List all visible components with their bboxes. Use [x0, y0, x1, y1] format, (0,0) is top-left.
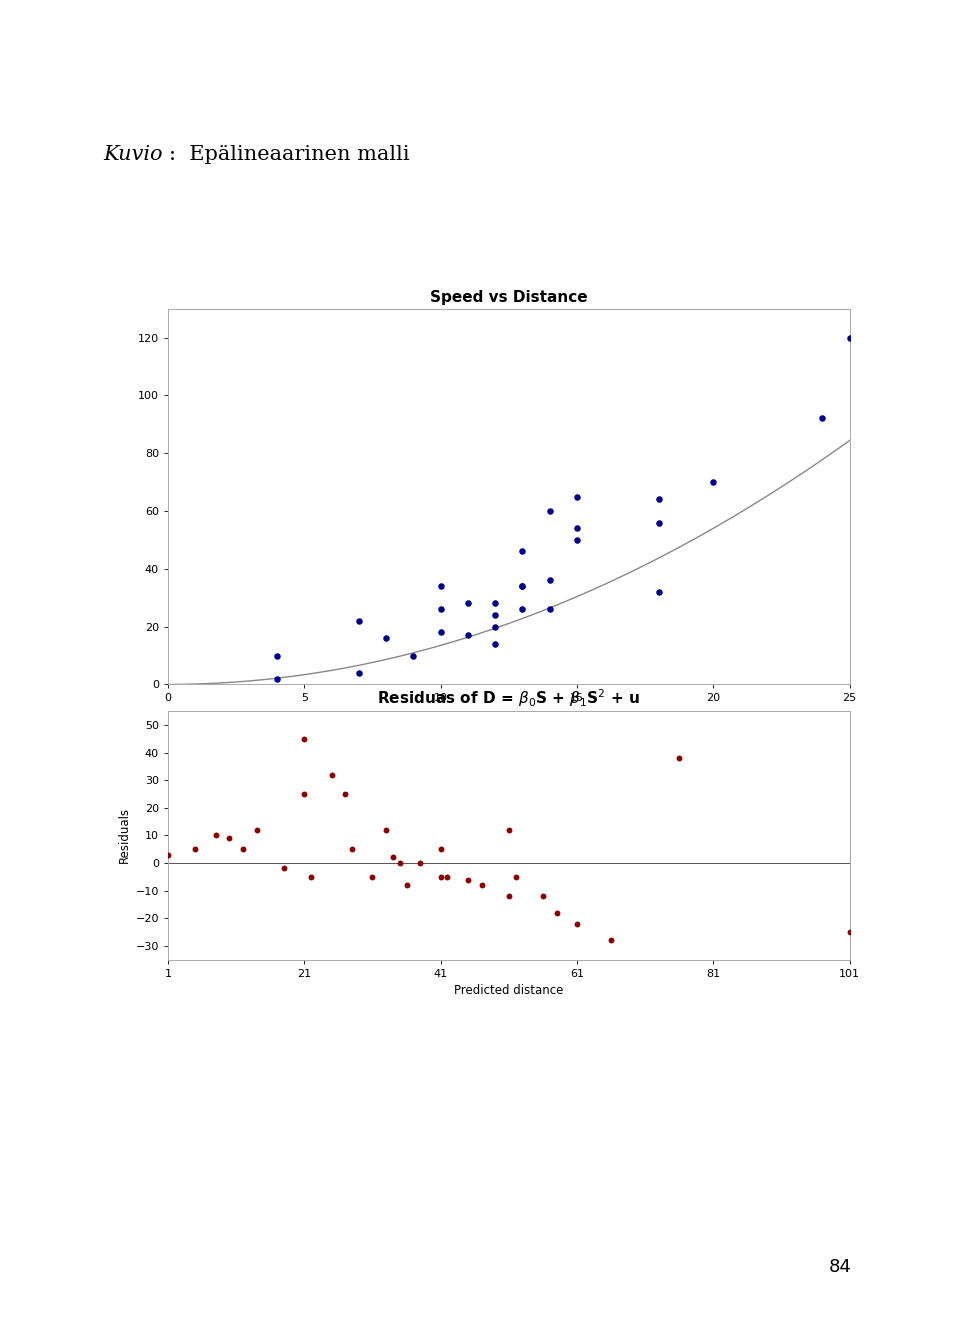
Point	[433, 621, 448, 643]
Point	[324, 764, 339, 785]
Point	[433, 599, 448, 620]
Point	[433, 866, 448, 887]
Point	[488, 604, 503, 625]
Point	[460, 624, 475, 646]
Point	[365, 866, 380, 887]
Point	[508, 866, 523, 887]
Point	[406, 644, 421, 666]
Point	[569, 518, 585, 539]
Point	[706, 471, 721, 493]
Point	[672, 747, 687, 769]
Point	[549, 902, 564, 923]
Point	[515, 576, 530, 597]
Point	[276, 858, 292, 879]
Point	[235, 839, 251, 860]
Point	[187, 839, 203, 860]
Point	[460, 593, 475, 615]
Point	[440, 866, 455, 887]
Point	[488, 633, 503, 655]
Text: 84: 84	[828, 1259, 852, 1276]
Title: Speed vs Distance: Speed vs Distance	[430, 290, 588, 305]
Point	[501, 886, 516, 907]
Point	[569, 486, 585, 507]
Point	[501, 819, 516, 840]
Point	[399, 875, 415, 896]
X-axis label: Predicted distance: Predicted distance	[454, 984, 564, 997]
Point	[569, 913, 585, 934]
Point	[351, 662, 367, 683]
Y-axis label: Residuals: Residuals	[118, 808, 132, 863]
Point	[345, 839, 360, 860]
Text: Kuvio: Kuvio	[104, 145, 163, 164]
Point	[474, 875, 490, 896]
Point	[651, 488, 666, 510]
Point	[488, 593, 503, 615]
Point	[651, 581, 666, 603]
Point	[542, 569, 558, 590]
Point	[297, 784, 312, 805]
Point	[488, 616, 503, 637]
Point	[815, 408, 830, 429]
Point	[385, 847, 400, 868]
Point	[515, 599, 530, 620]
Point	[378, 819, 394, 840]
Point	[433, 839, 448, 860]
Point	[842, 327, 857, 349]
Point	[351, 611, 367, 632]
Point	[542, 599, 558, 620]
Point	[515, 541, 530, 562]
Point	[222, 828, 237, 849]
Point	[413, 852, 428, 874]
Point	[569, 529, 585, 550]
Point	[604, 930, 619, 951]
Point	[270, 644, 285, 666]
Text: :  Epälineaarinen malli: : Epälineaarinen malli	[169, 145, 410, 164]
Point	[378, 628, 394, 650]
Point	[515, 576, 530, 597]
Point	[160, 844, 176, 866]
Title: Residuas of D = $\beta_0$S + $\beta_1$S$^2$ + u: Residuas of D = $\beta_0$S + $\beta_1$S$…	[377, 687, 640, 710]
Point	[433, 576, 448, 597]
Point	[270, 668, 285, 690]
Point	[536, 886, 551, 907]
Point	[297, 729, 312, 750]
Point	[460, 868, 475, 890]
Point	[338, 784, 353, 805]
Point	[392, 852, 407, 874]
Point	[249, 819, 264, 840]
Point	[208, 824, 224, 847]
Point	[542, 501, 558, 522]
Point	[303, 866, 319, 887]
Point	[842, 921, 857, 942]
Point	[651, 511, 666, 533]
